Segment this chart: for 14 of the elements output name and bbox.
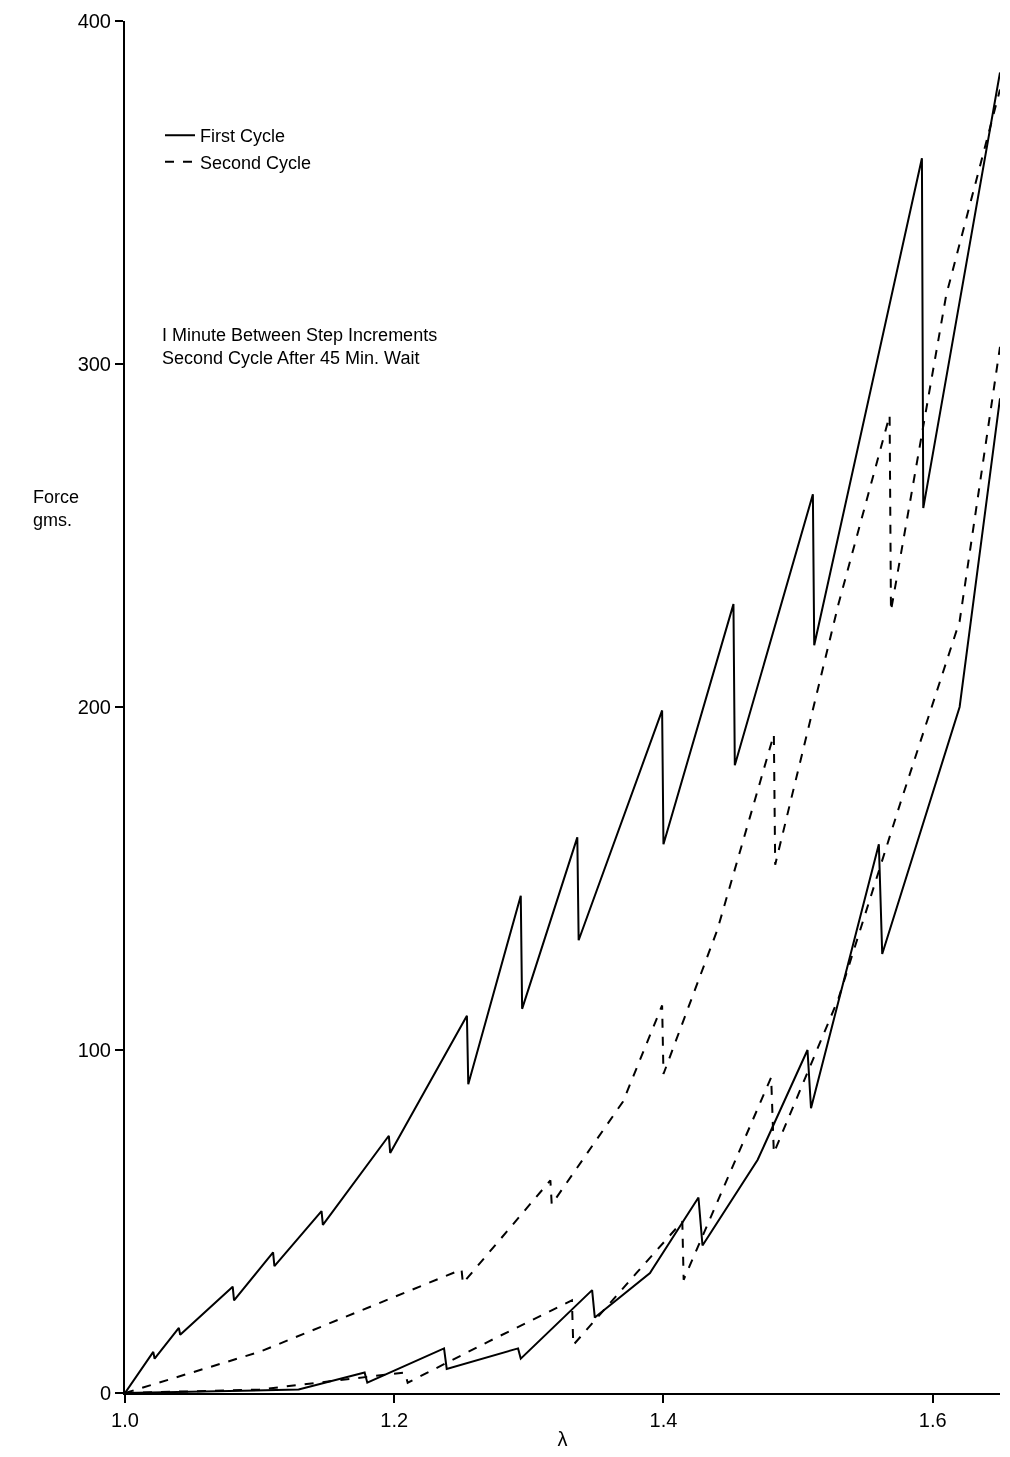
x-axis-title: λ bbox=[557, 1428, 568, 1450]
x-tick-label: 1.4 bbox=[649, 1409, 678, 1431]
y-tick-label: 0 bbox=[99, 1382, 111, 1404]
legend-label: First Cycle bbox=[200, 126, 285, 147]
x-tick-label: 1.6 bbox=[918, 1409, 947, 1431]
y-tick-label: 100 bbox=[77, 1039, 111, 1061]
annotation: I Minute Between Step Increments Second Cycle After 45 Min. Wait bbox=[162, 325, 438, 369]
y-tick-label: 300 bbox=[77, 353, 111, 375]
legend-label: Second Cycle bbox=[200, 152, 312, 173]
y-tick-label: 200 bbox=[77, 696, 111, 718]
x-tick-label: 1.2 bbox=[380, 1409, 409, 1431]
y-axis-title: Force gms. bbox=[33, 487, 80, 531]
y-tick-label: 400 bbox=[77, 10, 111, 32]
x-tick-label: 1.0 bbox=[111, 1409, 139, 1431]
